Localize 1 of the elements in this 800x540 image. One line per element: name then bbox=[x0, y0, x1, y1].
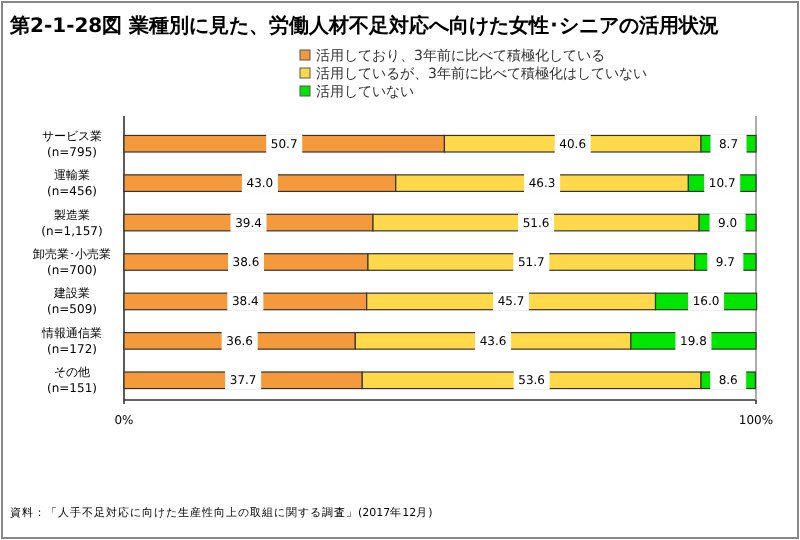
chart-title: 第2-1-28図 業種別に見た、労働人材不足対応へ向けた女性･シニアの活用状況 bbox=[8, 14, 720, 38]
